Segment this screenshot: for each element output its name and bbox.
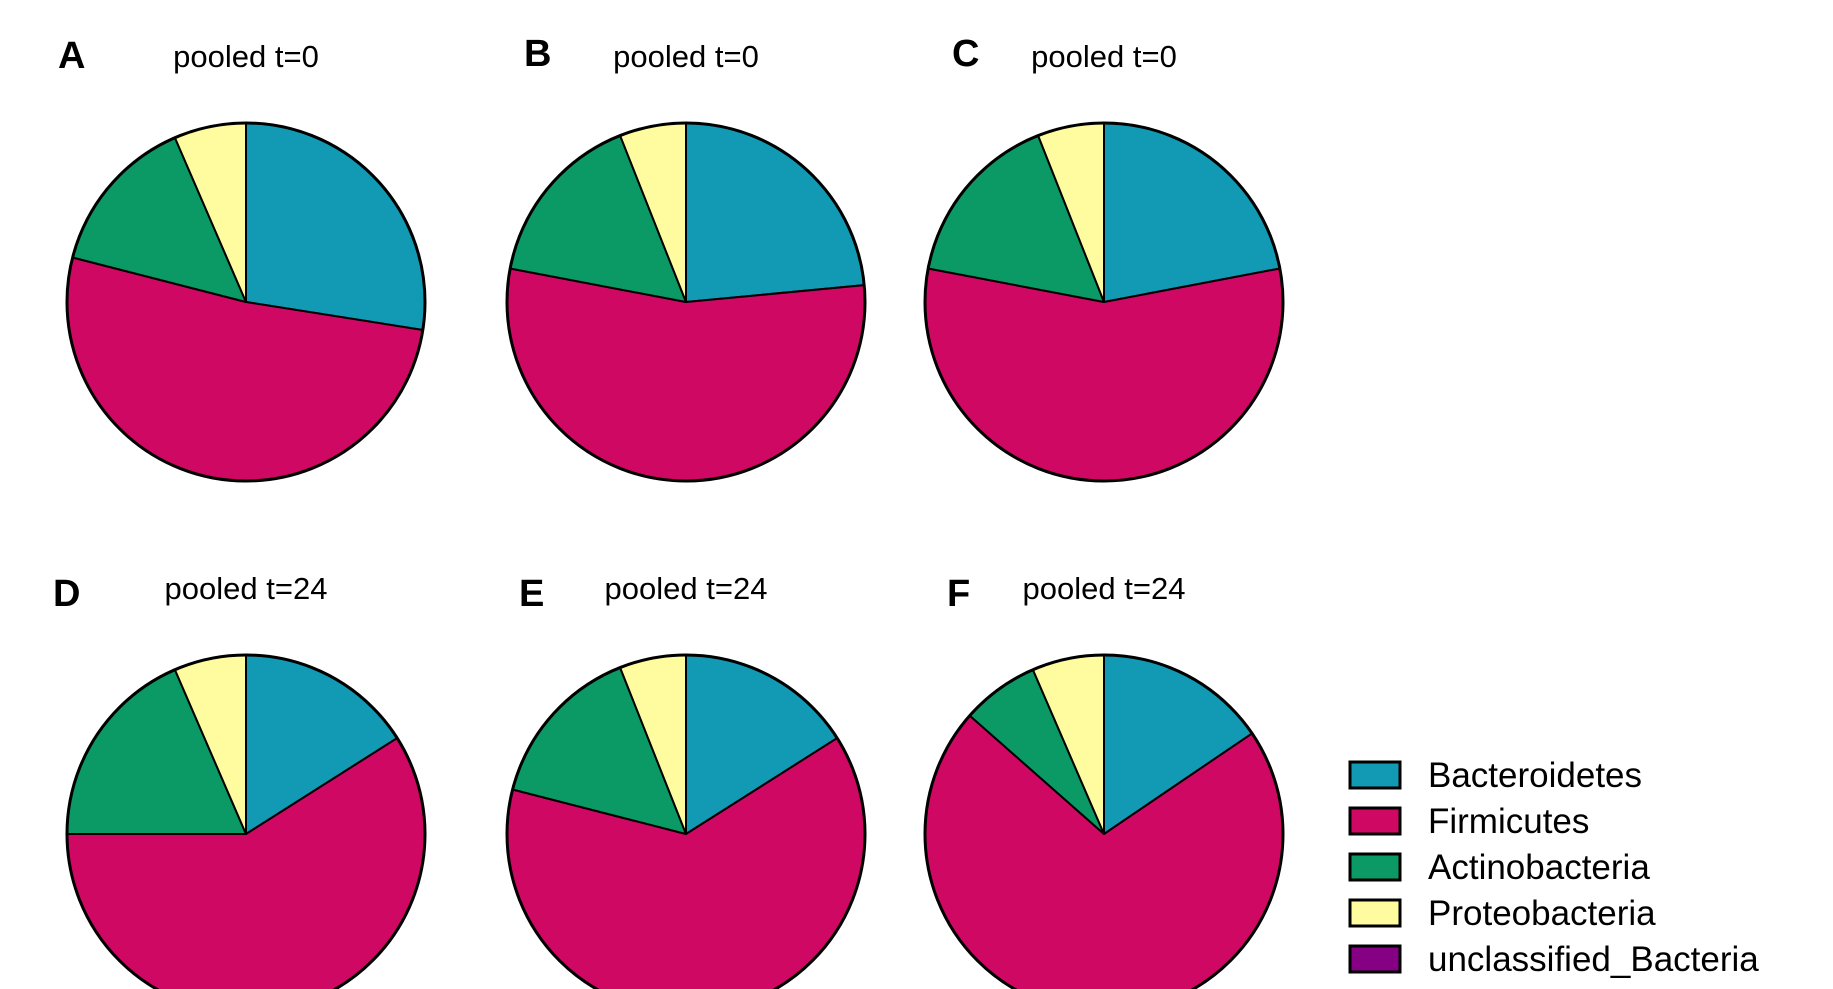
panel-letter: B xyxy=(524,33,551,75)
pie-outline xyxy=(923,121,1285,483)
legend-swatch xyxy=(1348,852,1402,882)
pie-outline xyxy=(65,653,427,989)
panel-letter: A xyxy=(58,35,85,77)
legend-label: Firmicutes xyxy=(1428,802,1589,841)
panel-letter: C xyxy=(952,33,979,75)
pie-outline xyxy=(65,121,427,483)
legend-item: Bacteroidetes xyxy=(1348,756,1642,795)
pie-slice-bacteroidetes xyxy=(245,122,426,331)
legend-label: Actinobacteria xyxy=(1428,848,1650,887)
panel-title: pooled t=0 xyxy=(1031,39,1177,74)
pie-outline xyxy=(505,121,867,483)
panel-title: pooled t=0 xyxy=(173,39,319,74)
panel-letter: D xyxy=(53,573,80,615)
pie-outline xyxy=(505,653,867,989)
legend-swatch xyxy=(1348,760,1402,790)
legend-swatch xyxy=(1348,898,1402,928)
legend-label: Bacteroidetes xyxy=(1428,756,1642,795)
legend-item: unclassified_Bacteria xyxy=(1348,940,1759,979)
pie-slice-bacteroidetes xyxy=(685,122,866,303)
pie-outline xyxy=(923,653,1285,989)
legend-item: Firmicutes xyxy=(1348,802,1589,841)
legend: Bacteroidetes Firmicutes Actinobacteria Pro… xyxy=(1348,756,1759,979)
legend-label: Proteobacteria xyxy=(1428,894,1656,933)
legend-item: Proteobacteria xyxy=(1348,894,1656,933)
legend-item: Actinobacteria xyxy=(1348,848,1650,887)
panel-title: pooled t=24 xyxy=(1023,571,1186,606)
legend-swatch xyxy=(1348,806,1402,836)
panel-letter: E xyxy=(519,573,544,615)
legend-label: unclassified_Bacteria xyxy=(1428,940,1759,979)
legend-swatch xyxy=(1348,944,1402,974)
panel-title: pooled t=24 xyxy=(165,571,328,606)
panel-title: pooled t=24 xyxy=(605,571,768,606)
panel-letter: F xyxy=(947,573,970,615)
panel-title: pooled t=0 xyxy=(613,39,759,74)
